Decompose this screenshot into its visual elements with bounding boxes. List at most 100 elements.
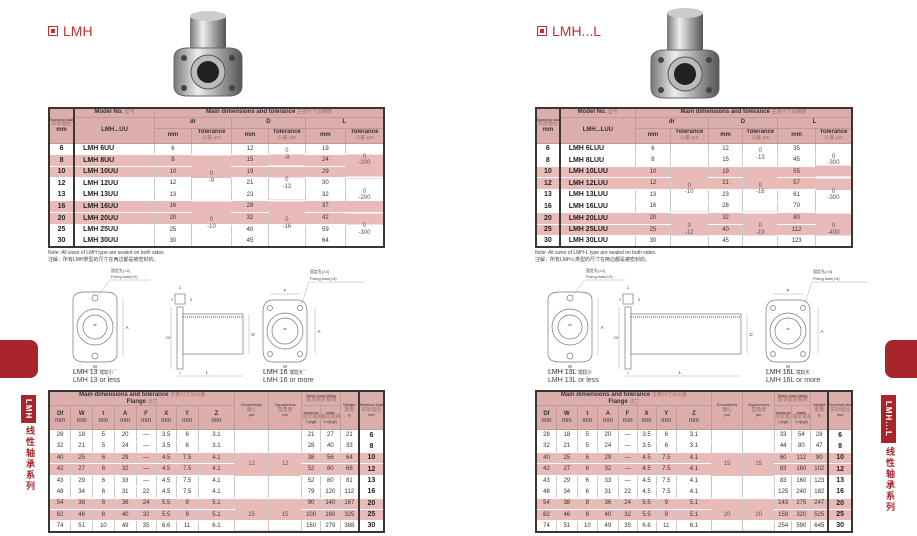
shaft-diameter: 25: [827, 509, 852, 522]
dim-x: 5.5: [636, 509, 657, 522]
dim-x: 6.6: [155, 520, 177, 533]
dim-w: 27: [70, 463, 93, 476]
page-title-right: LMH...L: [537, 23, 601, 39]
header-dr: dr: [635, 117, 709, 129]
dim-x: 5.5: [636, 498, 657, 510]
header-load-rating-line: 基本额定载荷: [777, 397, 808, 404]
flange-dimensions-table-lmh-l: Main dimensions and tolerance 主要尺寸及公差 Fla…: [535, 390, 853, 534]
d-mm: 12: [707, 143, 743, 156]
static-load: 160: [791, 475, 811, 488]
dim-t: 8: [576, 509, 598, 522]
dim-y: 7.5: [175, 463, 199, 476]
header-main-dimensions-zh: 主要尺寸及精度: [771, 109, 807, 116]
l-tolerance-value: -300: [358, 229, 371, 236]
dim-a: 49: [113, 520, 137, 533]
header-model-series-text: LMH...LUU: [582, 126, 614, 133]
l-tolerance-value: 0: [831, 188, 836, 195]
header-l: L: [304, 117, 384, 129]
dim-z: 4.1: [197, 463, 235, 476]
fixing-hole: [770, 305, 776, 311]
col-unit: mm: [141, 417, 152, 424]
d-tolerance-value: -16: [282, 223, 292, 230]
dr-mm: 10: [154, 166, 192, 179]
col-label: Df: [543, 411, 550, 418]
l-mm: 61: [777, 189, 816, 202]
flange-detail: [622, 293, 634, 305]
col-label: A: [123, 411, 128, 418]
d-mm: 23: [707, 189, 743, 202]
static-load: 80: [791, 441, 811, 453]
dim-a: 31: [113, 486, 137, 499]
header-main-dimensions: Main dimensions and tolerance 主要尺寸及精度: [635, 108, 852, 118]
bullet-square-icon: [537, 26, 547, 36]
dim-y: 6: [175, 441, 199, 453]
d-tolerance: 0 -9: [267, 143, 306, 167]
tolerance-text: Tolerance: [350, 129, 379, 136]
header-weight: Weight 重量 g: [810, 391, 829, 431]
label-z: Z: [627, 285, 630, 290]
d-mm: 40: [231, 224, 269, 237]
col-unit: mm: [182, 417, 193, 424]
table-row: 74 51 10 49 35 6.6 11 6.1 254 590 645 30: [535, 520, 852, 533]
header-l: L: [777, 117, 852, 129]
table-row: 54 38 8 36 24 5.5 9 5.1 20 20 143 275 247 20: [535, 498, 852, 533]
fixing-hole: [297, 305, 303, 311]
header-mm-text: mm: [319, 132, 331, 139]
col-label: X: [644, 411, 649, 418]
um: µm: [366, 135, 374, 142]
note-lmh-l: Note: All sizes of LMH-L type are sealed…: [535, 250, 656, 264]
label-y: Y: [171, 297, 174, 302]
eccentricity-value: 15: [723, 460, 731, 467]
dim-w: 51: [70, 520, 93, 533]
dim-x: 3.5: [636, 429, 657, 442]
dim-f: 24: [617, 498, 638, 510]
bearing-inner-circle: [82, 314, 108, 340]
tol-zh: 公差: [277, 135, 288, 142]
shaft-diameter: 10: [535, 166, 561, 179]
table-row: 8 LMH 8LUU 8 15 45: [535, 154, 852, 167]
dim-t: 8: [92, 509, 115, 522]
weight: 81: [339, 475, 359, 488]
flange-header: Flange 法兰: [537, 399, 711, 405]
section-tab-left[interactable]: [0, 340, 38, 378]
weight: 123: [810, 475, 829, 488]
l-tolerance-value: 0: [831, 223, 836, 230]
dim-a: 32: [113, 463, 137, 476]
caption-a-zh: 或较小: [578, 369, 592, 376]
dim-f: 32: [135, 509, 157, 522]
label-a: A: [317, 329, 320, 334]
dr-tolerance-value: -12: [684, 229, 694, 236]
dim-x: 3.5: [155, 429, 177, 442]
upper-table: Nominal shaft diameter实际轴径mmModel No. 型号…: [48, 107, 385, 249]
header-df: Df mm: [48, 405, 71, 431]
dim-df: 74: [48, 520, 71, 533]
weight: 525: [810, 509, 829, 522]
dim-x: 4.5: [155, 452, 177, 465]
dim-w: 38: [70, 498, 93, 510]
header-load-rating: Basic load rating 基本额定载荷: [301, 391, 341, 407]
shaft-diameter: 13: [48, 189, 76, 202]
l-tolerance: 0 -400: [815, 212, 852, 248]
header-eccentricity: Eccentricity 偏心 µm: [234, 391, 269, 431]
dr-mm: 13: [154, 189, 192, 202]
note-zh: 注解：所有LMH-L类型的尺寸在两边都是被密封的。: [535, 256, 651, 263]
d-mm: 19: [231, 166, 269, 179]
header-eccentricity-line: µm: [248, 412, 255, 418]
header-load-rating: Basic load rating 基本额定载荷: [773, 391, 811, 407]
header-t: t mm: [576, 405, 598, 431]
dim-t: 6: [92, 463, 115, 476]
dim-z: 4.1: [197, 452, 235, 465]
header-squareness-line: Squareness: [748, 402, 770, 408]
section-tab-right[interactable]: [885, 340, 917, 378]
header-mm: mm: [304, 128, 346, 144]
col-label: Z: [692, 411, 696, 418]
shaft-diameter: 12: [48, 177, 76, 190]
table-row: 12 LMH 12LUU 12 21 57 0 -300: [535, 177, 852, 214]
flange-dimensions-table-lmh: Main dimensions and tolerance 主要尺寸及公差 Fla…: [48, 390, 385, 534]
shaft-diameter: 30: [48, 235, 76, 248]
tolerance-text: Tolerance: [819, 129, 848, 136]
dr-tolerance: [190, 143, 232, 156]
